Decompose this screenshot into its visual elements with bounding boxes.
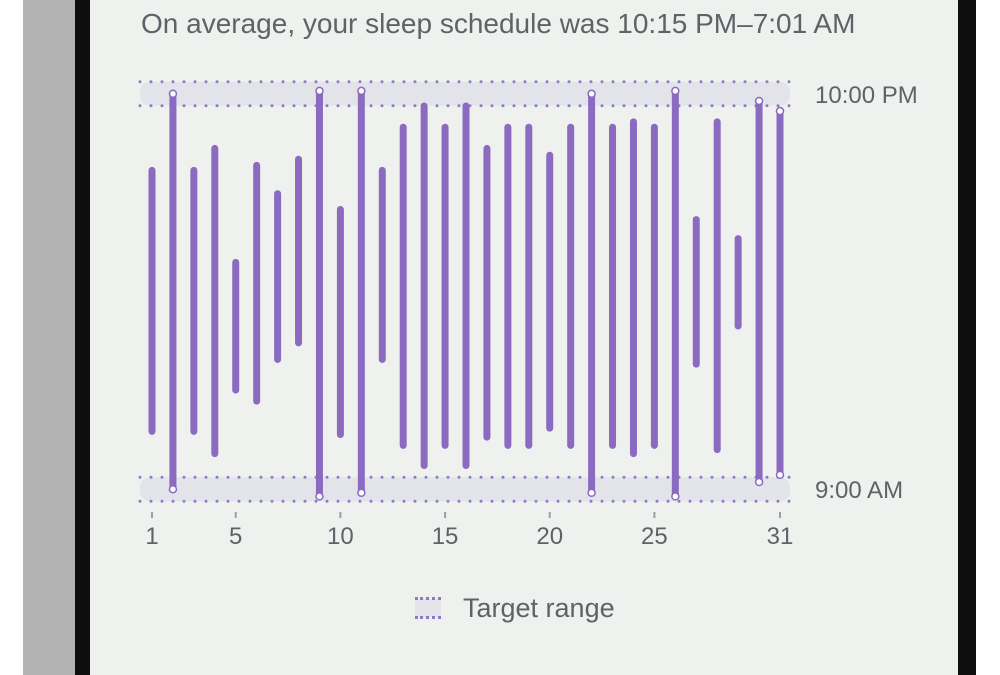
edge-marker-day-30-start: [754, 96, 764, 106]
edge-marker-day-11-end: [357, 488, 366, 498]
edge-marker-day-9-start: [315, 86, 324, 96]
x-axis-tick-label-5: 5: [229, 523, 242, 550]
edge-marker-day-31-start: [775, 106, 785, 116]
chart-legend: Target range: [415, 590, 615, 626]
edge-marker-day-26-start: [671, 86, 680, 96]
x-axis-tick-label-1: 1: [145, 523, 158, 550]
edge-marker-day-22-start: [587, 89, 596, 99]
edge-marker-day-26-end: [671, 492, 680, 501]
edge-marker-day-2-start: [168, 89, 178, 99]
target-range-swatch-icon: [415, 597, 441, 619]
left-rail: [23, 0, 75, 675]
edge-marker-day-22-end: [587, 488, 596, 498]
x-axis-tick-label-15: 15: [432, 523, 459, 550]
y-axis-label-top: 10:00 PM: [815, 82, 918, 109]
device-bezel-right: [958, 0, 976, 675]
x-axis-tick-label-25: 25: [641, 523, 668, 550]
target-range-band-bottom: [140, 477, 790, 502]
edge-marker-day-11-start: [357, 86, 366, 96]
edge-marker-day-31-end: [775, 470, 785, 480]
sleep-schedule-summary: On average, your sleep schedule was 10:1…: [141, 8, 856, 39]
device-bezel-left: [75, 0, 90, 675]
edge-marker-day-30-end: [754, 477, 764, 487]
edge-marker-day-9-end: [315, 492, 324, 501]
x-axis-tick-label-20: 20: [536, 523, 563, 550]
x-axis-tick-label-31: 31: [767, 523, 794, 550]
edge-marker-day-2-end: [168, 484, 178, 494]
y-axis-label-bottom: 9:00 AM: [815, 477, 903, 504]
x-axis-tick-label-10: 10: [327, 523, 354, 550]
target-range-band-top: [140, 81, 790, 106]
legend-label: Target range: [463, 592, 615, 623]
